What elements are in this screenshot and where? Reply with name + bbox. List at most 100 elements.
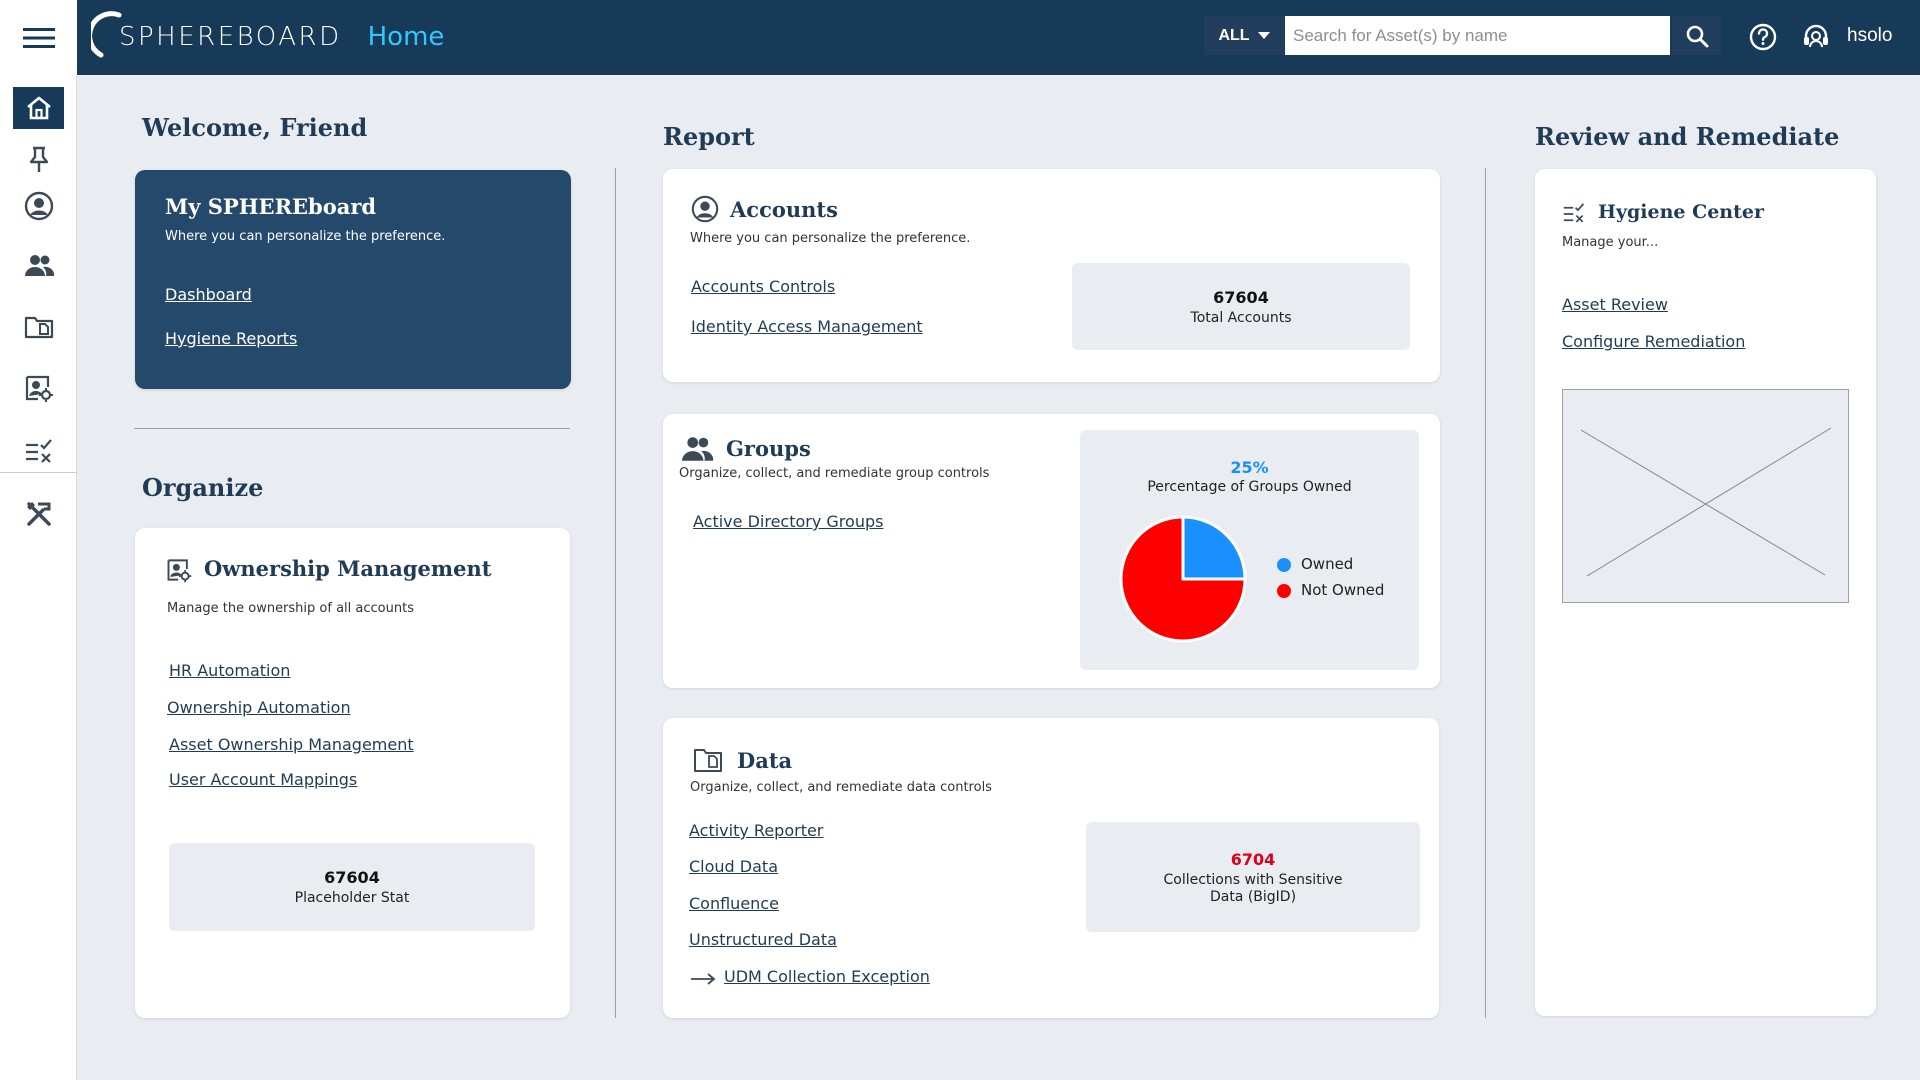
confluence-link[interactable]: Confluence	[689, 894, 779, 913]
cloud-data-link[interactable]: Cloud Data	[689, 857, 778, 876]
scope-label: ALL	[1218, 26, 1250, 44]
user-circle-icon	[691, 195, 719, 223]
organize-heading: Organize	[142, 473, 264, 502]
ownership-management-card: Ownership Management Manage the ownershi…	[135, 528, 570, 1018]
folder-icon	[694, 749, 722, 772]
placeholder-cross-icon	[1580, 427, 1832, 577]
groups-card: Groups Organize, collect, and remediate …	[663, 414, 1440, 688]
card-title: Hygiene Center	[1598, 201, 1764, 223]
legend-label: Owned	[1301, 555, 1354, 573]
page-title: Home	[367, 22, 445, 52]
user-menu[interactable]: hsolo	[1847, 25, 1893, 46]
accounts-card: Accounts Where you can personalize the p…	[663, 169, 1440, 382]
stat-label: Placeholder Stat	[294, 890, 410, 906]
legend-item-owned: Owned	[1277, 555, 1353, 573]
pie-slice-owned	[1181, 515, 1247, 581]
divider	[134, 428, 570, 429]
sidebar-item-tools[interactable]	[13, 493, 64, 535]
home-icon	[26, 96, 51, 120]
stat-value: 67604	[324, 868, 380, 887]
user-circle-icon	[24, 191, 53, 221]
legend-swatch	[1277, 583, 1291, 598]
chart-subtitle: Percentage of Groups Owned	[1147, 479, 1352, 495]
card-title: Accounts	[730, 197, 838, 222]
my-sphereboard-card: My SPHEREboard Where you can personalize…	[135, 170, 571, 389]
groups-owned-pie-chart	[1119, 515, 1247, 643]
active-directory-groups-link[interactable]: Active Directory Groups	[693, 512, 884, 531]
arrow-right-icon	[691, 973, 716, 985]
support-headset-icon[interactable]	[1801, 22, 1831, 52]
identity-access-management-link[interactable]: Identity Access Management	[691, 317, 923, 336]
checklist-icon	[1563, 203, 1585, 223]
brand-logo-icon	[91, 11, 122, 58]
legend-label: Not Owned	[1301, 581, 1385, 599]
report-heading: Report	[663, 122, 755, 151]
user-settings-icon	[167, 559, 192, 583]
sidebar-item-home[interactable]	[13, 87, 64, 129]
image-placeholder	[1562, 389, 1849, 603]
total-accounts-stat: 67604 Total Accounts	[1072, 263, 1410, 350]
sensitive-collections-stat: 6704 Collections with Sensitive Data (Bi…	[1086, 822, 1420, 932]
hamburger-icon	[22, 27, 55, 48]
udm-collection-exception-link[interactable]: UDM Collection Exception	[724, 967, 930, 986]
card-description: Manage your...	[1562, 235, 1659, 250]
user-settings-icon	[25, 375, 53, 402]
stat-value: 67604	[1213, 287, 1269, 307]
search-button[interactable]	[1672, 16, 1721, 55]
chart-title: 25%	[1230, 458, 1269, 477]
sidebar-divider	[0, 472, 77, 473]
column-divider	[615, 168, 616, 1018]
scope-dropdown[interactable]: ALL	[1204, 16, 1284, 55]
brand-name: SPHEREBOARD	[119, 22, 342, 52]
hygiene-reports-link[interactable]: Hygiene Reports	[165, 329, 298, 348]
card-description: Manage the ownership of all accounts	[167, 601, 414, 616]
chevron-down-icon	[1257, 32, 1270, 39]
accounts-controls-link[interactable]: Accounts Controls	[691, 277, 836, 296]
welcome-heading: Welcome, Friend	[142, 113, 368, 142]
legend-swatch	[1277, 557, 1291, 572]
help-icon[interactable]	[1748, 22, 1778, 52]
column-divider	[1485, 168, 1486, 1018]
asset-review-link[interactable]: Asset Review	[1562, 295, 1668, 314]
card-title: Groups	[726, 436, 811, 461]
card-description: Organize, collect, and remediate data co…	[690, 780, 992, 795]
pin-icon	[29, 146, 48, 172]
users-icon	[24, 255, 54, 276]
configure-remediation-link[interactable]: Configure Remediation	[1562, 332, 1746, 351]
tools-icon	[26, 502, 51, 526]
activity-reporter-link[interactable]: Activity Reporter	[689, 821, 824, 840]
card-title: My SPHEREboard	[165, 194, 377, 219]
top-bar: SPHEREBOARD Home ALL hsolo	[0, 0, 1920, 75]
ownership-automation-link[interactable]: Ownership Automation	[167, 698, 351, 717]
stat-label: Collections with Sensitive	[1163, 871, 1343, 888]
card-description: Where you can personalize the preference…	[690, 231, 971, 246]
sidebar-item-data[interactable]	[13, 305, 64, 347]
placeholder-stat: 67604 Placeholder Stat	[169, 843, 535, 931]
sidebar-item-hygiene[interactable]	[13, 430, 64, 472]
hygiene-center-card: Hygiene Center Manage your... Asset Revi…	[1535, 169, 1876, 1016]
checklist-icon	[25, 439, 52, 463]
sidebar-item-pin[interactable]	[13, 138, 64, 180]
groups-owned-chart-panel: 25% Percentage of Groups Owned Owned Not…	[1080, 430, 1419, 670]
pie-slice-not-owned	[1119, 515, 1247, 643]
asset-ownership-management-link[interactable]: Asset Ownership Management	[169, 735, 414, 754]
stat-value: 6704	[1230, 849, 1276, 869]
menu-button[interactable]	[0, 0, 77, 75]
search-input[interactable]	[1285, 16, 1670, 55]
stat-label: Data (BigID)	[1209, 888, 1297, 905]
brand[interactable]: SPHEREBOARD Home	[91, 6, 444, 68]
review-remediate-heading: Review and Remediate	[1535, 122, 1840, 151]
sidebar-item-groups[interactable]	[13, 244, 64, 286]
stat-label: Total Accounts	[1190, 309, 1292, 326]
user-account-mappings-link[interactable]: User Account Mappings	[169, 770, 358, 789]
unstructured-data-link[interactable]: Unstructured Data	[689, 930, 837, 949]
dashboard-link[interactable]: Dashboard	[165, 285, 252, 304]
card-description: Where you can personalize the preference…	[165, 229, 446, 244]
search-icon	[1686, 25, 1708, 47]
sidebar-item-ownership[interactable]	[13, 367, 64, 409]
sidebar-item-account[interactable]	[13, 185, 64, 227]
data-card: Data Organize, collect, and remediate da…	[663, 718, 1439, 1018]
card-description: Organize, collect, and remediate group c…	[679, 466, 990, 481]
hr-automation-link[interactable]: HR Automation	[169, 661, 291, 680]
card-title: Ownership Management	[204, 556, 492, 581]
